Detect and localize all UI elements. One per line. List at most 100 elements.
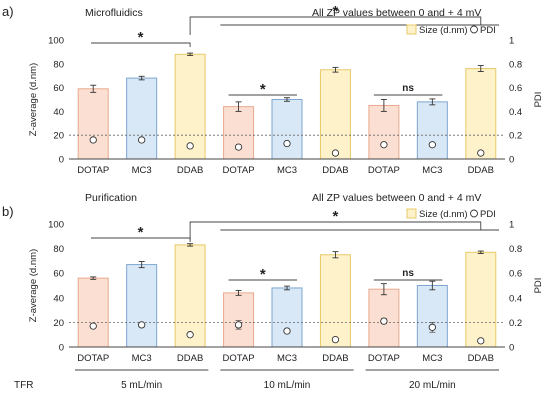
panel-title: Microfluidics — [85, 7, 143, 19]
y-tick-label: 20 — [53, 318, 64, 329]
category-label: DDAB — [177, 353, 203, 364]
zp-note: All ZP values between 0 and + 4 mV — [312, 192, 481, 204]
legend-bar-label: Size (d.nm) — [419, 25, 468, 36]
y2-axis-title: PDI — [533, 278, 544, 294]
legend-point-label: PDI — [480, 209, 496, 220]
significance-label: * — [260, 266, 266, 283]
y2-tick-label: 1 — [509, 36, 514, 47]
panel-label: b) — [2, 204, 14, 219]
y2-tick-label: 1 — [509, 220, 514, 231]
category-label: DOTAP — [223, 165, 255, 176]
y2-tick-label: 0.8 — [509, 59, 522, 70]
size-bar — [77, 277, 109, 348]
size-bar — [319, 254, 351, 348]
category-label: MC3 — [277, 165, 297, 176]
pdi-point — [331, 149, 340, 157]
panel-label: a) — [2, 4, 14, 19]
y-tick-label: 60 — [53, 269, 64, 280]
tfr-label: TFR — [14, 380, 33, 391]
significance-label: ns — [402, 83, 414, 94]
pdi-point — [186, 142, 194, 150]
pdi-point — [380, 141, 388, 149]
category-label: DDAB — [468, 353, 494, 364]
category-label: DOTAP — [223, 353, 255, 364]
pdi-point — [477, 337, 485, 345]
pdi-point — [428, 323, 436, 331]
legend-point-swatch — [470, 25, 478, 34]
panel-title: Purification — [85, 192, 137, 204]
y2-tick-label: 0.6 — [509, 83, 522, 94]
y-tick-label: 60 — [53, 83, 64, 94]
y-tick-label: 20 — [53, 131, 64, 142]
zp-note: All ZP values between 0 and + 4 mV — [312, 7, 481, 19]
y2-tick-label: 0 — [509, 343, 514, 354]
significance-bracket — [189, 16, 482, 35]
y2-axis-title: PDI — [533, 92, 544, 108]
y2-tick-label: 0.2 — [509, 318, 522, 329]
y-tick-label: 0 — [59, 343, 64, 354]
tfr-group-label: 20 mL/min — [409, 380, 456, 391]
significance-bracket — [189, 221, 482, 240]
pdi-point — [89, 136, 97, 144]
category-label: DDAB — [177, 165, 203, 176]
category-label: MC3 — [277, 353, 297, 364]
legend-point-label: PDI — [480, 25, 496, 36]
tfr-group-label: 10 mL/min — [264, 380, 311, 391]
size-bar — [319, 69, 351, 160]
y2-tick-label: 0.8 — [509, 244, 522, 255]
pdi-point — [380, 317, 388, 325]
pdi-point — [138, 321, 146, 329]
y-tick-label: 100 — [48, 220, 64, 231]
size-bar — [465, 251, 497, 348]
size-bar — [126, 77, 158, 160]
size-bar — [368, 104, 400, 160]
category-label: MC3 — [422, 165, 442, 176]
y2-tick-label: 0.2 — [509, 131, 522, 142]
significance-label: * — [260, 81, 266, 98]
pdi-point — [428, 141, 436, 149]
size-bar — [416, 285, 448, 348]
category-label: DOTAP — [368, 165, 400, 176]
size-bar — [416, 101, 448, 160]
size-bar — [223, 106, 255, 160]
pdi-point — [89, 322, 97, 330]
pdi-point — [283, 327, 291, 335]
category-label: DOTAP — [77, 165, 109, 176]
significance-bracket — [91, 42, 191, 47]
significance-label: * — [138, 224, 144, 241]
y2-tick-label: 0 — [509, 155, 514, 166]
y-tick-label: 80 — [53, 59, 64, 70]
category-label: DDAB — [322, 165, 348, 176]
y-tick-label: 100 — [48, 36, 64, 47]
significance-label: * — [333, 3, 339, 20]
size-bar — [223, 292, 255, 348]
significance-label: * — [333, 208, 339, 225]
legend-bar-swatch — [406, 24, 417, 35]
y-axis-title: Z-average (d.nm) — [28, 63, 39, 136]
size-bar — [271, 99, 303, 160]
pdi-point — [331, 335, 340, 344]
category-label: DOTAP — [368, 353, 400, 364]
y-tick-label: 40 — [53, 107, 64, 118]
category-label: MC3 — [132, 165, 152, 176]
tfr-group-label: 5 mL/min — [121, 380, 162, 391]
size-bar — [126, 264, 158, 348]
pdi-point — [477, 149, 485, 157]
size-bar — [77, 88, 109, 160]
y-tick-label: 0 — [59, 155, 64, 166]
category-label: DDAB — [322, 353, 348, 364]
y2-tick-label: 0.4 — [509, 293, 522, 304]
legend-bar-swatch — [406, 208, 417, 219]
significance-label: ns — [402, 268, 414, 279]
legend-bar-label: Size (d.nm) — [419, 209, 468, 220]
y2-tick-label: 0.6 — [509, 269, 522, 280]
y-tick-label: 40 — [53, 293, 64, 304]
category-label: DDAB — [468, 165, 494, 176]
size-bar — [174, 53, 206, 160]
size-bar — [271, 287, 303, 348]
y-tick-label: 80 — [53, 244, 64, 255]
pdi-point — [186, 331, 194, 339]
size-bar — [465, 68, 497, 160]
pdi-point — [234, 143, 243, 151]
